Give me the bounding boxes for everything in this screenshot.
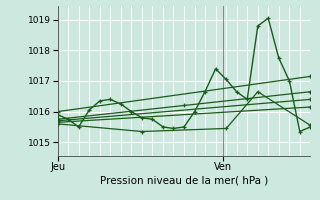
X-axis label: Pression niveau de la mer( hPa ): Pression niveau de la mer( hPa ) bbox=[100, 175, 268, 185]
